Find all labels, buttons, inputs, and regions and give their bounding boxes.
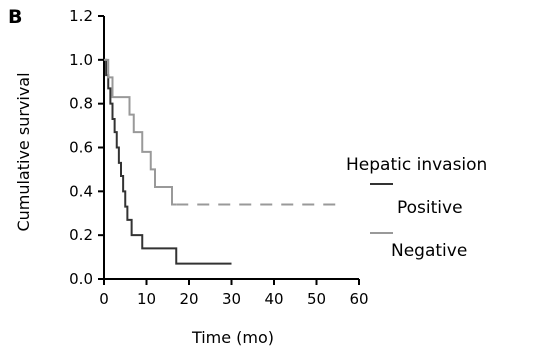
y-tick-label: 1.0: [69, 51, 93, 69]
x-tick-label: 30: [222, 290, 241, 308]
y-tick-labels: 0.0 0.2 0.4 0.6 0.8 1.0 1.2: [69, 7, 93, 288]
x-tick-label: 20: [179, 290, 198, 308]
y-tick-label: 0.8: [69, 95, 93, 113]
x-tick-label: 40: [264, 290, 283, 308]
x-tick-label: 0: [99, 290, 109, 308]
x-axis-label: Time (mo): [191, 328, 274, 347]
legend-entry-positive: Positive: [397, 198, 463, 218]
series-lines: [104, 58, 342, 265]
y-tick-label: 0.0: [69, 270, 93, 288]
y-axis-label: Cumulative survival: [14, 72, 33, 231]
y-tick-label: 0.4: [69, 182, 93, 200]
legend-title: Hepatic invasion: [346, 155, 487, 175]
legend: Hepatic invasion Positive Negative: [346, 155, 487, 261]
axes: [98, 15, 360, 285]
x-tick-labels: 0 10 20 30 40 50 60: [99, 290, 368, 308]
x-tick-label: 10: [137, 290, 156, 308]
x-tick-label: 60: [349, 290, 368, 308]
y-tick-label: 0.2: [69, 226, 93, 244]
series-line-negative: [104, 58, 177, 206]
panel-label: B: [8, 6, 22, 28]
x-tick-label: 50: [307, 290, 326, 308]
y-tick-label: 0.6: [69, 139, 93, 157]
legend-entry-negative: Negative: [391, 241, 467, 261]
y-tick-label: 1.2: [69, 7, 93, 25]
series-line-positive: [104, 58, 232, 265]
